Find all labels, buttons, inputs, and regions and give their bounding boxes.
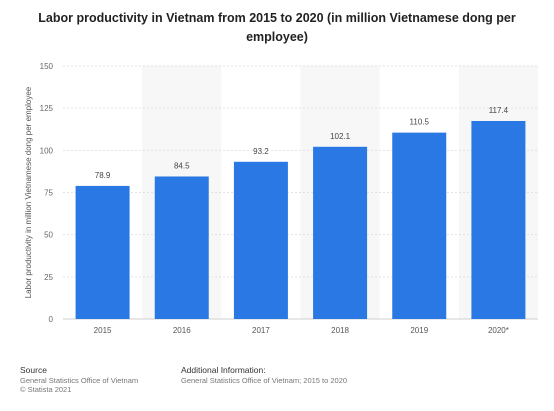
bar-value-label: 84.5 bbox=[174, 161, 190, 170]
additional-info-heading: Additional Information: bbox=[181, 365, 266, 375]
additional-info-block: Additional Information: General Statisti… bbox=[181, 365, 348, 386]
y-axis-ticks: 0 25 50 75 100 125 150 bbox=[40, 62, 54, 324]
bars bbox=[75, 120, 526, 319]
bar-value-label: 78.9 bbox=[95, 171, 111, 180]
additional-info-text: General Statistics Office of Vietnam; 20… bbox=[181, 376, 348, 385]
x-tick-label: 2018 bbox=[331, 326, 349, 335]
x-tick-label: 2015 bbox=[94, 326, 112, 335]
copyright-text[interactable]: © Statista 2021 bbox=[20, 385, 72, 394]
bar[interactable] bbox=[392, 132, 447, 319]
x-axis-ticks: 2015 2016 2017 2018 2019 2020* bbox=[94, 326, 509, 335]
gridlines bbox=[63, 65, 538, 320]
bar-value-label: 117.4 bbox=[489, 106, 509, 115]
y-tick-label: 100 bbox=[40, 146, 54, 155]
y-tick-label: 125 bbox=[40, 104, 54, 113]
y-axis-label: Labor productivity in million Vietnamese… bbox=[24, 86, 33, 298]
source-heading: Source bbox=[20, 365, 47, 375]
bar[interactable] bbox=[154, 176, 209, 319]
y-tick-label: 25 bbox=[44, 273, 53, 282]
x-tick-label: 2017 bbox=[252, 326, 270, 335]
y-tick-label: 75 bbox=[44, 189, 53, 198]
bar-value-label: 102.1 bbox=[330, 132, 351, 141]
source-text: General Statistics Office of Vietnam bbox=[20, 376, 139, 385]
bar[interactable] bbox=[313, 146, 368, 319]
value-labels: 78.9 84.5 93.2 102.1 110.5 117.4 bbox=[95, 106, 509, 180]
bar[interactable] bbox=[471, 120, 526, 319]
y-tick-label: 0 bbox=[49, 315, 54, 324]
y-tick-label: 150 bbox=[40, 62, 54, 71]
x-tick-label: 2016 bbox=[173, 326, 191, 335]
bar-value-label: 93.2 bbox=[253, 147, 269, 156]
x-tick-label: 2019 bbox=[410, 326, 428, 335]
bar-value-label: 110.5 bbox=[410, 118, 430, 127]
x-tick-label: 2020* bbox=[488, 326, 509, 335]
chart-title: Labor productivity in Vietnam from 2015 … bbox=[38, 11, 516, 44]
y-tick-label: 50 bbox=[44, 231, 53, 240]
bar[interactable] bbox=[75, 185, 130, 319]
bar[interactable] bbox=[233, 161, 288, 319]
source-block: Source General Statistics Office of Viet… bbox=[20, 365, 139, 395]
